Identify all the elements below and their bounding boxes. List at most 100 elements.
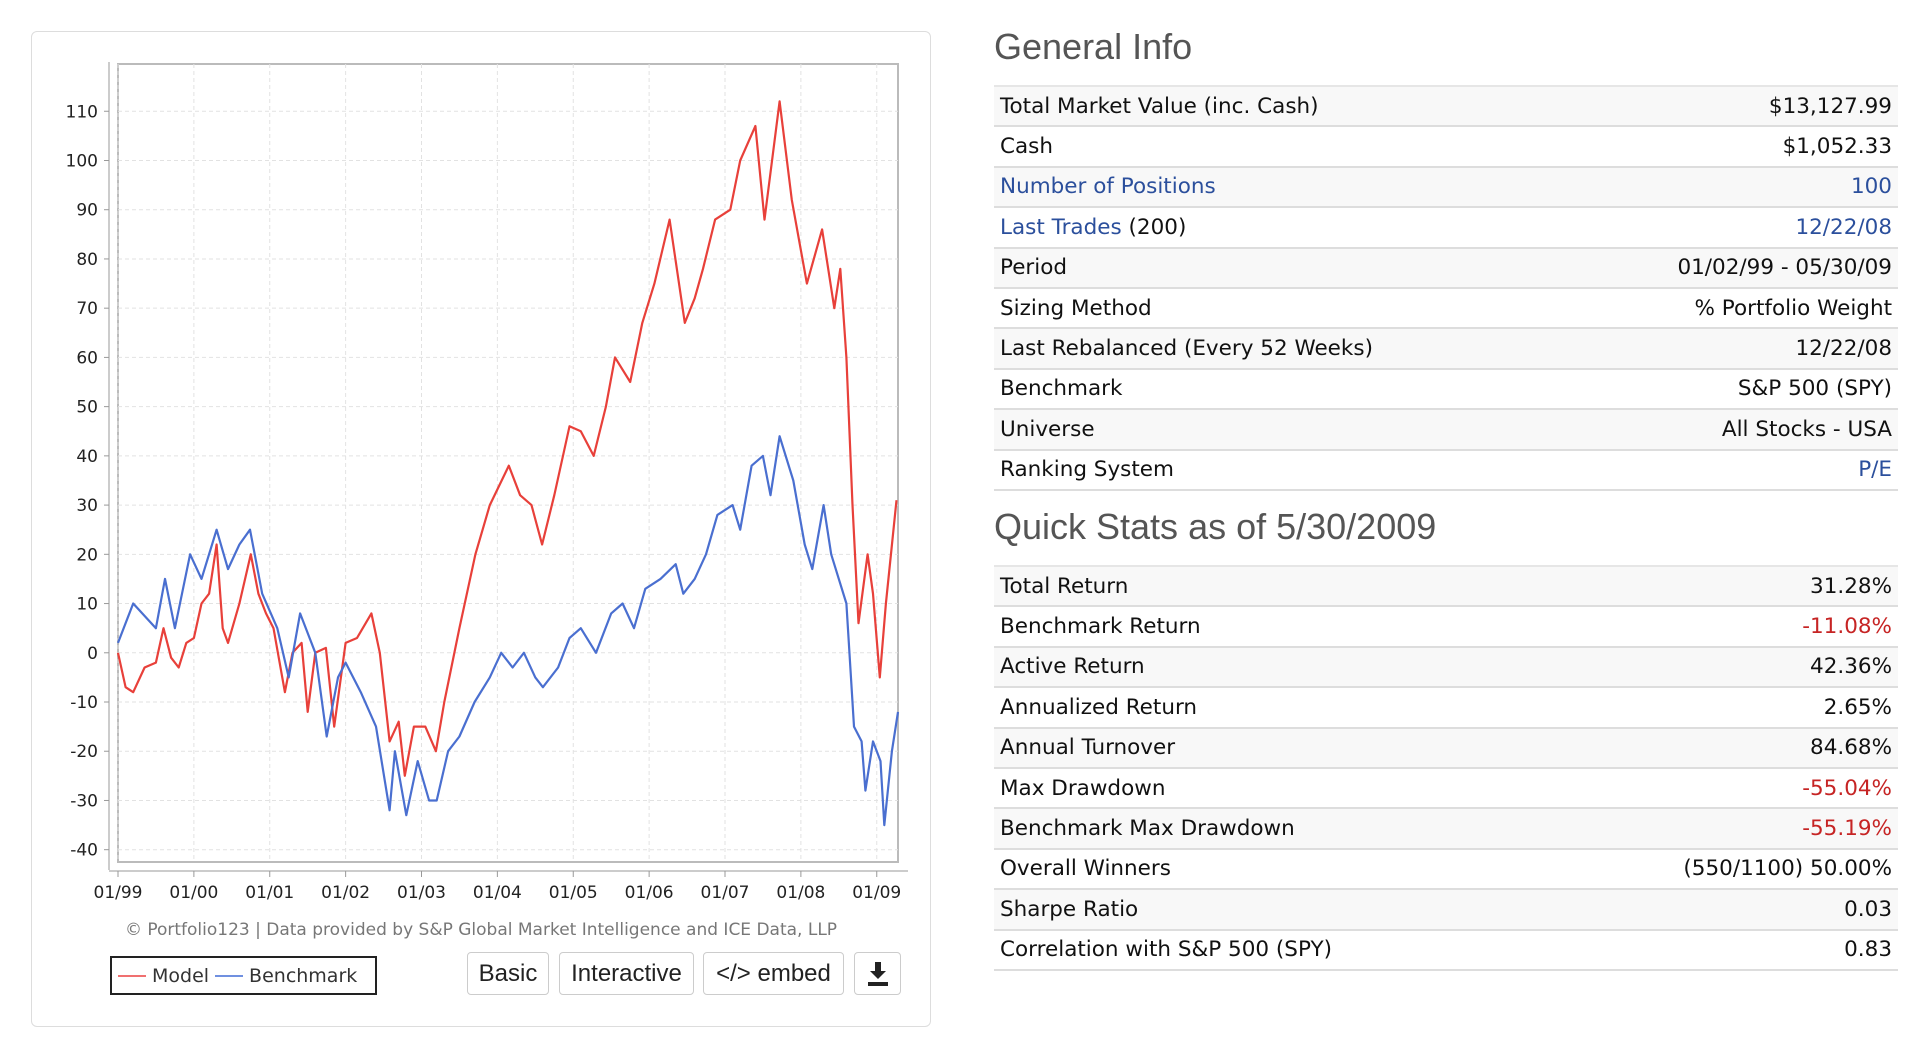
- row-label: Max Drawdown: [1000, 775, 1166, 801]
- general-info-table: Total Market Value (inc. Cash) $13,127.99…: [994, 85, 1898, 491]
- row-value[interactable]: 100: [1850, 174, 1892, 200]
- row-max-drawdown: Max Drawdown -55.04%: [994, 769, 1898, 810]
- row-correlation-with-s-p-500-spy: Correlation with S&P 500 (SPY) 0.83: [994, 931, 1898, 971]
- row-label: Ranking System: [1000, 457, 1174, 483]
- row-value: All Stocks - USA: [1721, 416, 1892, 442]
- row-universe: Universe All Stocks - USA: [994, 410, 1898, 451]
- row-label-wrap: Period: [1000, 255, 1067, 280]
- y-tick-label: -20: [70, 742, 98, 762]
- row-label: Total Return: [1000, 573, 1129, 599]
- y-tick-label: 60: [76, 348, 98, 368]
- row-value: $1,052.33: [1782, 134, 1892, 160]
- row-value: -55.04%: [1802, 775, 1892, 801]
- row-active-return: Active Return 42.36%: [994, 647, 1898, 689]
- row-label: Sharpe Ratio: [1000, 896, 1139, 922]
- series-line-model: [116, 100, 898, 777]
- row-label: Benchmark Max Drawdown: [1000, 816, 1295, 842]
- y-tick-label: 10: [76, 595, 98, 615]
- y-tick-label: 100: [66, 151, 98, 171]
- y-tick-label: 90: [76, 201, 98, 221]
- row-value[interactable]: P/E: [1858, 457, 1892, 483]
- row-label[interactable]: Number of Positions: [1000, 174, 1216, 200]
- row-label-wrap: Cash: [1000, 134, 1053, 159]
- row-label: Correlation with S&P 500 (SPY): [1000, 937, 1332, 963]
- row-value: 12/22/08: [1795, 336, 1892, 362]
- row-label: Benchmark Return: [1000, 614, 1201, 640]
- x-tick-label: 01/99: [94, 883, 143, 900]
- y-tick-label: -30: [70, 791, 98, 811]
- y-tick-label: 80: [76, 250, 98, 270]
- x-tick-label: 01/07: [701, 883, 750, 900]
- row-value: 2.65%: [1823, 694, 1892, 720]
- row-label: Last Rebalanced (Every 52 Weeks): [1000, 336, 1373, 362]
- y-tick-label: 0: [87, 644, 98, 664]
- row-cash: Cash $1,052.33: [994, 127, 1898, 168]
- row-value: -55.19%: [1802, 816, 1892, 842]
- row-label: Overall Winners: [1000, 856, 1171, 882]
- x-tick-label: 01/03: [397, 883, 446, 900]
- row-label-wrap: Total Market Value (inc. Cash): [1000, 94, 1319, 119]
- y-tick-label: 20: [76, 545, 98, 565]
- row-label[interactable]: Last Trades: [1000, 214, 1122, 240]
- row-label-wrap: Benchmark: [1000, 376, 1122, 401]
- y-tick-label: 30: [76, 496, 98, 516]
- row-label: Annual Turnover: [1000, 735, 1176, 761]
- interactive-button[interactable]: Interactive: [559, 952, 694, 995]
- row-label-wrap: Correlation with S&P 500 (SPY): [1000, 937, 1332, 962]
- row-total-market-value-inc-cash: Total Market Value (inc. Cash) $13,127.99: [994, 87, 1898, 128]
- row-label-wrap: Sizing Method: [1000, 296, 1152, 321]
- row-value: S&P 500 (SPY): [1737, 376, 1892, 402]
- legend-model: Model: [118, 965, 209, 987]
- legend-model-swatch: [118, 975, 146, 977]
- row-benchmark-return: Benchmark Return -11.08%: [994, 607, 1898, 648]
- row-label-wrap: Ranking System: [1000, 457, 1174, 482]
- row-annualized-return: Annualized Return 2.65%: [994, 688, 1898, 729]
- row-label-wrap: Benchmark Return: [1000, 614, 1201, 639]
- row-value: 01/02/99 - 05/30/09: [1677, 255, 1892, 281]
- row-value: % Portfolio Weight: [1694, 295, 1892, 321]
- legend-benchmark: Benchmark: [215, 965, 357, 987]
- legend-benchmark-label: Benchmark: [249, 964, 358, 987]
- row-value: 0.83: [1844, 937, 1892, 963]
- x-tick-label: 01/09: [852, 883, 901, 900]
- row-annual-turnover: Annual Turnover 84.68%: [994, 728, 1898, 769]
- row-overall-winners: Overall Winners (550/1100) 50.00%: [994, 850, 1898, 891]
- row-period: Period 01/02/99 - 05/30/09: [994, 248, 1898, 289]
- row-label: Sizing Method: [1000, 295, 1152, 321]
- general-info-title: General Info: [994, 26, 1193, 67]
- row-sizing-method: Sizing Method % Portfolio Weight: [994, 289, 1898, 330]
- series-line-benchmark: [116, 435, 900, 827]
- row-last-trades: Last Trades (200) 12/22/08: [994, 208, 1898, 249]
- row-value: 42.36%: [1810, 654, 1892, 680]
- plot-area: [117, 63, 899, 863]
- x-tick-label: 01/01: [245, 883, 294, 900]
- row-value: -11.08%: [1802, 614, 1892, 640]
- download-button[interactable]: [854, 952, 901, 995]
- row-label-wrap: Overall Winners: [1000, 856, 1171, 881]
- quick-stats-title: Quick Stats as of 5/30/2009: [994, 506, 1437, 547]
- performance-chart: 1101009080706050403020100-10-20-30-4001/…: [66, 62, 908, 900]
- row-number-of-positions: Number of Positions 100: [994, 167, 1898, 209]
- row-label-wrap: Max Drawdown: [1000, 776, 1165, 801]
- row-label-wrap: Last Rebalanced (Every 52 Weeks): [1000, 336, 1373, 361]
- row-label: Active Return: [1000, 654, 1145, 680]
- x-tick-label: 01/05: [549, 883, 598, 900]
- chart-copyright: © Portfolio123 | Data provided by S&P Gl…: [124, 920, 838, 940]
- row-label: Cash: [1000, 134, 1054, 160]
- x-tick-label: 01/06: [625, 883, 674, 900]
- row-label-wrap: Last Trades (200): [1000, 215, 1186, 240]
- y-tick-label: 70: [76, 299, 98, 319]
- y-tick-label: 110: [66, 102, 98, 122]
- row-last-rebalanced-every-52-weeks: Last Rebalanced (Every 52 Weeks) 12/22/08: [994, 329, 1898, 370]
- row-total-return: Total Return 31.28%: [994, 567, 1898, 608]
- download-icon: [867, 961, 888, 986]
- row-value: $13,127.99: [1768, 93, 1892, 119]
- row-label: Period: [1000, 255, 1068, 281]
- row-label-wrap: Universe: [1000, 417, 1095, 442]
- x-tick-label: 01/04: [473, 883, 522, 900]
- row-value[interactable]: 12/22/08: [1795, 214, 1892, 240]
- embed-button[interactable]: </> embed: [703, 952, 844, 995]
- basic-button[interactable]: Basic: [467, 952, 549, 995]
- row-label-wrap: Benchmark Max Drawdown: [1000, 816, 1295, 841]
- x-tick-label: 01/00: [169, 883, 218, 900]
